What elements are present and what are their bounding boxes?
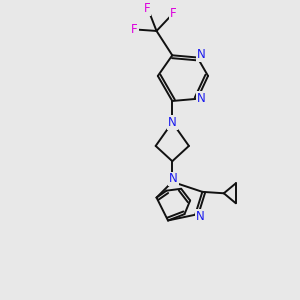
Text: N: N	[168, 116, 177, 129]
Text: F: F	[131, 23, 138, 36]
Text: N: N	[196, 48, 205, 61]
Text: N: N	[197, 92, 206, 105]
Text: F: F	[144, 2, 150, 15]
Text: N: N	[169, 172, 178, 185]
Text: N: N	[196, 210, 205, 223]
Text: F: F	[169, 7, 176, 20]
